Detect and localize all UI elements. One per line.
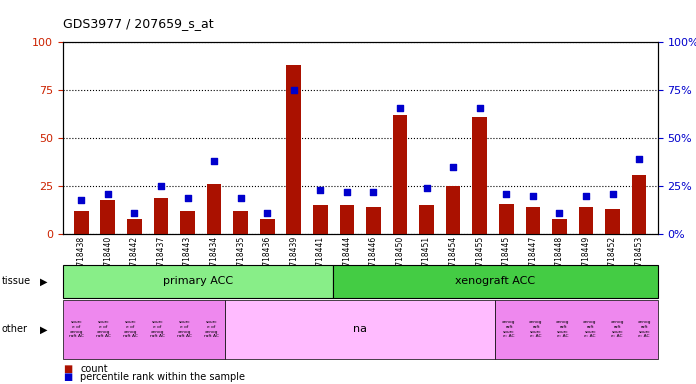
Point bbox=[474, 104, 485, 111]
Bar bbox=[366, 207, 381, 234]
Bar bbox=[287, 65, 301, 234]
Bar bbox=[313, 205, 328, 234]
Text: other: other bbox=[1, 324, 27, 334]
Text: sourc
e of
xenog
raft AC: sourc e of xenog raft AC bbox=[150, 320, 165, 338]
Point bbox=[155, 183, 166, 189]
Point bbox=[580, 193, 592, 199]
Point bbox=[633, 156, 644, 162]
Bar bbox=[127, 219, 142, 234]
Point bbox=[209, 158, 220, 164]
Text: xenog
raft
sourc
e: AC: xenog raft sourc e: AC bbox=[638, 320, 651, 338]
Bar bbox=[207, 184, 221, 234]
Text: xenog
raft
sourc
e: AC: xenog raft sourc e: AC bbox=[610, 320, 624, 338]
Text: GDS3977 / 207659_s_at: GDS3977 / 207659_s_at bbox=[63, 17, 213, 30]
Bar bbox=[340, 205, 354, 234]
Bar bbox=[606, 209, 620, 234]
Text: xenog
raft
sourc
e: AC: xenog raft sourc e: AC bbox=[529, 320, 543, 338]
Bar bbox=[260, 219, 274, 234]
Point bbox=[182, 195, 193, 201]
Text: sourc
e of
xenog
raft AC: sourc e of xenog raft AC bbox=[204, 320, 219, 338]
Text: sourc
e of
xenog
raft AC: sourc e of xenog raft AC bbox=[122, 320, 138, 338]
Bar bbox=[499, 204, 514, 234]
Point bbox=[235, 195, 246, 201]
Point bbox=[76, 197, 87, 203]
Bar bbox=[473, 117, 487, 234]
Point bbox=[129, 210, 140, 216]
Point bbox=[607, 191, 618, 197]
Text: sourc
e of
xenog
raft AC: sourc e of xenog raft AC bbox=[177, 320, 192, 338]
Text: na: na bbox=[353, 324, 367, 334]
Point bbox=[554, 210, 565, 216]
Bar bbox=[632, 175, 647, 234]
Text: xenograft ACC: xenograft ACC bbox=[455, 276, 535, 286]
Text: sourc
e of
xenog
raft AC: sourc e of xenog raft AC bbox=[96, 320, 111, 338]
Bar bbox=[180, 211, 195, 234]
Point bbox=[421, 185, 432, 191]
Text: percentile rank within the sample: percentile rank within the sample bbox=[80, 372, 245, 382]
Bar bbox=[233, 211, 248, 234]
Text: ■: ■ bbox=[63, 372, 72, 382]
Text: xenog
raft
sourc
e: AC: xenog raft sourc e: AC bbox=[556, 320, 570, 338]
Bar bbox=[100, 200, 115, 234]
Point bbox=[448, 164, 459, 170]
Point bbox=[368, 189, 379, 195]
Text: xenog
raft
sourc
e: AC: xenog raft sourc e: AC bbox=[503, 320, 516, 338]
Text: sourc
e of
xenog
raft AC: sourc e of xenog raft AC bbox=[69, 320, 84, 338]
Point bbox=[262, 210, 273, 216]
Text: xenog
raft
sourc
e: AC: xenog raft sourc e: AC bbox=[583, 320, 597, 338]
Bar bbox=[552, 219, 567, 234]
Bar bbox=[74, 211, 88, 234]
Text: ▶: ▶ bbox=[40, 276, 48, 286]
Bar bbox=[446, 186, 461, 234]
Bar bbox=[154, 198, 168, 234]
Point bbox=[341, 189, 352, 195]
Text: primary ACC: primary ACC bbox=[163, 276, 233, 286]
Text: ▶: ▶ bbox=[40, 324, 48, 334]
Point bbox=[395, 104, 406, 111]
Bar bbox=[393, 115, 407, 234]
Text: count: count bbox=[80, 364, 108, 374]
Point bbox=[102, 191, 113, 197]
Text: ■: ■ bbox=[63, 364, 72, 374]
Bar bbox=[578, 207, 593, 234]
Point bbox=[500, 191, 512, 197]
Text: tissue: tissue bbox=[1, 276, 31, 286]
Point bbox=[288, 87, 299, 93]
Point bbox=[528, 193, 539, 199]
Point bbox=[315, 187, 326, 193]
Bar bbox=[525, 207, 540, 234]
Bar bbox=[419, 205, 434, 234]
